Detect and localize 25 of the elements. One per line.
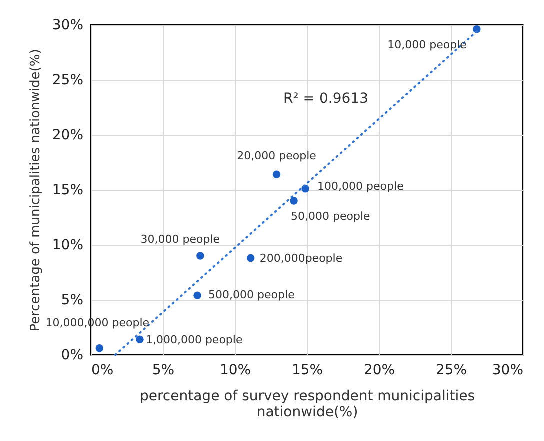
x-tick-label: 20% — [364, 362, 396, 378]
y-tick-label: 25% — [52, 72, 84, 88]
y-tick-label: 20% — [52, 128, 84, 144]
y-tick-label: 15% — [52, 182, 84, 198]
x-axis-title: percentage of survey respondent municipalities nationwide(%) — [140, 388, 476, 420]
x-tick-label: 10% — [220, 362, 252, 378]
y-tick-label: 5% — [61, 292, 84, 308]
y-tick-label: 30% — [52, 18, 84, 34]
x-tick-label: 30% — [492, 362, 524, 378]
annotation: 1,000,000 people — [146, 334, 243, 347]
y-axis-title: Percentage of municipalities nationwide(%) — [28, 49, 44, 332]
annotation: 30,000 people — [140, 233, 220, 246]
x-tick-label: 25% — [436, 362, 468, 378]
y-tick-label: 10% — [52, 238, 84, 254]
annotation: 500,000 people — [208, 288, 296, 302]
annotation: 200,000people — [260, 252, 343, 266]
x-tick-label: 0% — [92, 362, 114, 378]
annotation: 20,000 people — [237, 150, 317, 163]
x-tick-label: 15% — [292, 362, 324, 378]
annotation: R² = 0.9613 — [284, 91, 368, 107]
annotation: 50,000 people — [291, 210, 371, 223]
y-tick-label: 0% — [61, 348, 84, 364]
annotation: 100,000 people — [318, 180, 404, 193]
x-tick-label: 5% — [152, 362, 175, 378]
annotation: 10,000 people — [388, 38, 468, 52]
